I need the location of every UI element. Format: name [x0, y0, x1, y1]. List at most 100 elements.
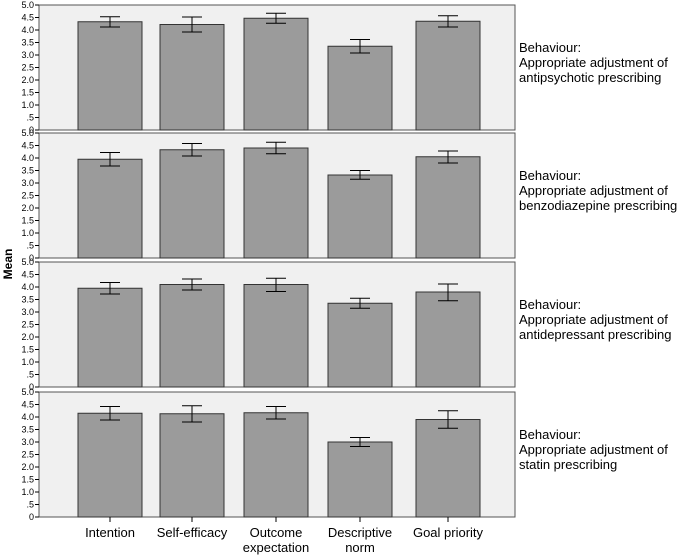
y-tick-label: .5 — [26, 370, 34, 380]
y-tick-label: 3.5 — [21, 38, 34, 48]
bar — [159, 413, 225, 518]
facet-label-line: antidepressant prescribing — [519, 327, 671, 342]
x-category-label: Descriptive norm — [328, 525, 392, 555]
y-tick-label: 2.0 — [21, 75, 34, 85]
y-tick-label: 1.0 — [21, 487, 34, 497]
x-category-label-line: Descriptive — [328, 525, 392, 540]
bar — [159, 284, 225, 388]
facet-label-line: Appropriate adjustment of — [519, 442, 668, 457]
facet-label: Behaviour: Appropriate adjustment of stati… — [519, 427, 668, 472]
y-tick-label: 4.0 — [21, 282, 34, 292]
y-tick-label: 1.0 — [21, 100, 34, 110]
y-tick-label: 0 — [29, 253, 34, 263]
facet-label: Behaviour: Appropriate adjustment of antip… — [519, 40, 668, 85]
facet-label-line: Appropriate adjustment of — [519, 183, 668, 198]
y-tick-label: 0 — [29, 125, 34, 135]
facet-label-line: antipsychotic prescribing — [519, 70, 661, 85]
x-category-label: Goal priority — [413, 525, 484, 540]
panel-4: 0 .5 1.0 1.5 2.0 2.5 3.0 3.5 4.0 4.5 5.0 Behaviour:… — [21, 387, 668, 522]
bar — [243, 147, 309, 259]
y-tick-label: 2.0 — [21, 332, 34, 342]
facet-label-line: Behaviour: — [519, 40, 581, 55]
x-category-label: Self-efficacy — [157, 525, 228, 540]
facet-label-line: benzodiazepine prescribing — [519, 198, 677, 213]
panel-3: 0 .5 1.0 1.5 2.0 2.5 3.0 3.5 4.0 4.5 5.0 Behaviour:… — [21, 257, 671, 392]
y-tick-label: 5.0 — [21, 128, 34, 138]
y-tick-label: 2.5 — [21, 63, 34, 73]
bar — [327, 45, 393, 131]
facet-label: Behaviour: Appropriate adjustment of benzo… — [519, 168, 677, 213]
x-category-label-line: Self-efficacy — [157, 525, 228, 540]
x-category-label-line: Outcome — [250, 525, 303, 540]
y-tick-label: 2.0 — [21, 462, 34, 472]
bar — [77, 158, 143, 259]
y-tick-label: 1.5 — [21, 345, 34, 355]
y-tick-label: 1.0 — [21, 228, 34, 238]
bar — [77, 21, 143, 131]
y-tick-label: 0 — [29, 512, 34, 522]
y-tick-label: 4.5 — [21, 141, 34, 151]
x-category-label: Intention — [85, 525, 135, 540]
y-tick-label: 2.5 — [21, 191, 34, 201]
facet-label: Behaviour: Appropriate adjustment of antid… — [519, 297, 671, 342]
y-tick-label: 1.5 — [21, 475, 34, 485]
bar — [415, 20, 481, 131]
bar — [415, 291, 481, 388]
y-tick-label: 4.5 — [21, 270, 34, 280]
bar — [159, 149, 225, 259]
y-tick-label: 3.0 — [21, 437, 34, 447]
y-axis-label: Mean — [1, 249, 15, 280]
x-category-label-line: expectation — [243, 540, 310, 555]
y-tick-label: 4.5 — [21, 13, 34, 23]
y-tick-label: 4.5 — [21, 400, 34, 410]
y-tick-label: 1.5 — [21, 216, 34, 226]
y-tick-label: 5.0 — [21, 257, 34, 267]
x-category-label-line: Intention — [85, 525, 135, 540]
y-tick-label: 2.5 — [21, 450, 34, 460]
y-tick-label: 3.5 — [21, 166, 34, 176]
bar — [327, 174, 393, 259]
x-category-label-line: Goal priority — [413, 525, 484, 540]
facet-label-line: statin prescribing — [519, 457, 617, 472]
y-tick-label: 2.5 — [21, 320, 34, 330]
bar — [415, 419, 481, 518]
bar — [243, 412, 309, 518]
panel-1: 0 .5 1.0 1.5 2.0 2.5 3.0 3.5 4.0 4.5 5.0 Behaviour:… — [21, 0, 668, 135]
y-tick-label: 4.0 — [21, 25, 34, 35]
facet-label-line: Behaviour: — [519, 168, 581, 183]
bar — [415, 156, 481, 259]
y-tick-label: 1.0 — [21, 357, 34, 367]
bar — [159, 24, 225, 131]
y-tick-label: 4.0 — [21, 412, 34, 422]
x-category-label-line: norm — [345, 540, 375, 555]
x-axis-categories: Intention Self-efficacy Outcome expectation… — [85, 517, 484, 555]
facet-label-line: Behaviour: — [519, 297, 581, 312]
y-tick-label: 5.0 — [21, 387, 34, 397]
facet-label-line: Appropriate adjustment of — [519, 312, 668, 327]
y-tick-label: 2.0 — [21, 203, 34, 213]
y-tick-label: 0 — [29, 382, 34, 392]
facet-panels: 0 .5 1.0 1.5 2.0 2.5 3.0 3.5 4.0 4.5 5.0 Behaviour:… — [21, 0, 677, 522]
bar — [327, 441, 393, 518]
y-tick-label: 5.0 — [21, 0, 34, 10]
bar — [243, 17, 309, 131]
bar — [243, 284, 309, 388]
bar — [77, 287, 143, 388]
y-tick-label: 3.0 — [21, 50, 34, 60]
bar — [327, 302, 393, 388]
x-category-label: Outcome expectation — [243, 525, 310, 555]
y-tick-label: 3.0 — [21, 178, 34, 188]
y-tick-label: .5 — [26, 113, 34, 123]
y-tick-label: 3.5 — [21, 295, 34, 305]
y-tick-label: 3.5 — [21, 425, 34, 435]
y-tick-label: .5 — [26, 500, 34, 510]
y-tick-label: .5 — [26, 241, 34, 251]
y-tick-label: 1.5 — [21, 88, 34, 98]
facet-label-line: Appropriate adjustment of — [519, 55, 668, 70]
facet-label-line: Behaviour: — [519, 427, 581, 442]
y-tick-label: 4.0 — [21, 153, 34, 163]
y-tick-label: 3.0 — [21, 307, 34, 317]
bar — [77, 412, 143, 518]
panel-2: 0 .5 1.0 1.5 2.0 2.5 3.0 3.5 4.0 4.5 5.0 Behaviour:… — [21, 128, 677, 263]
